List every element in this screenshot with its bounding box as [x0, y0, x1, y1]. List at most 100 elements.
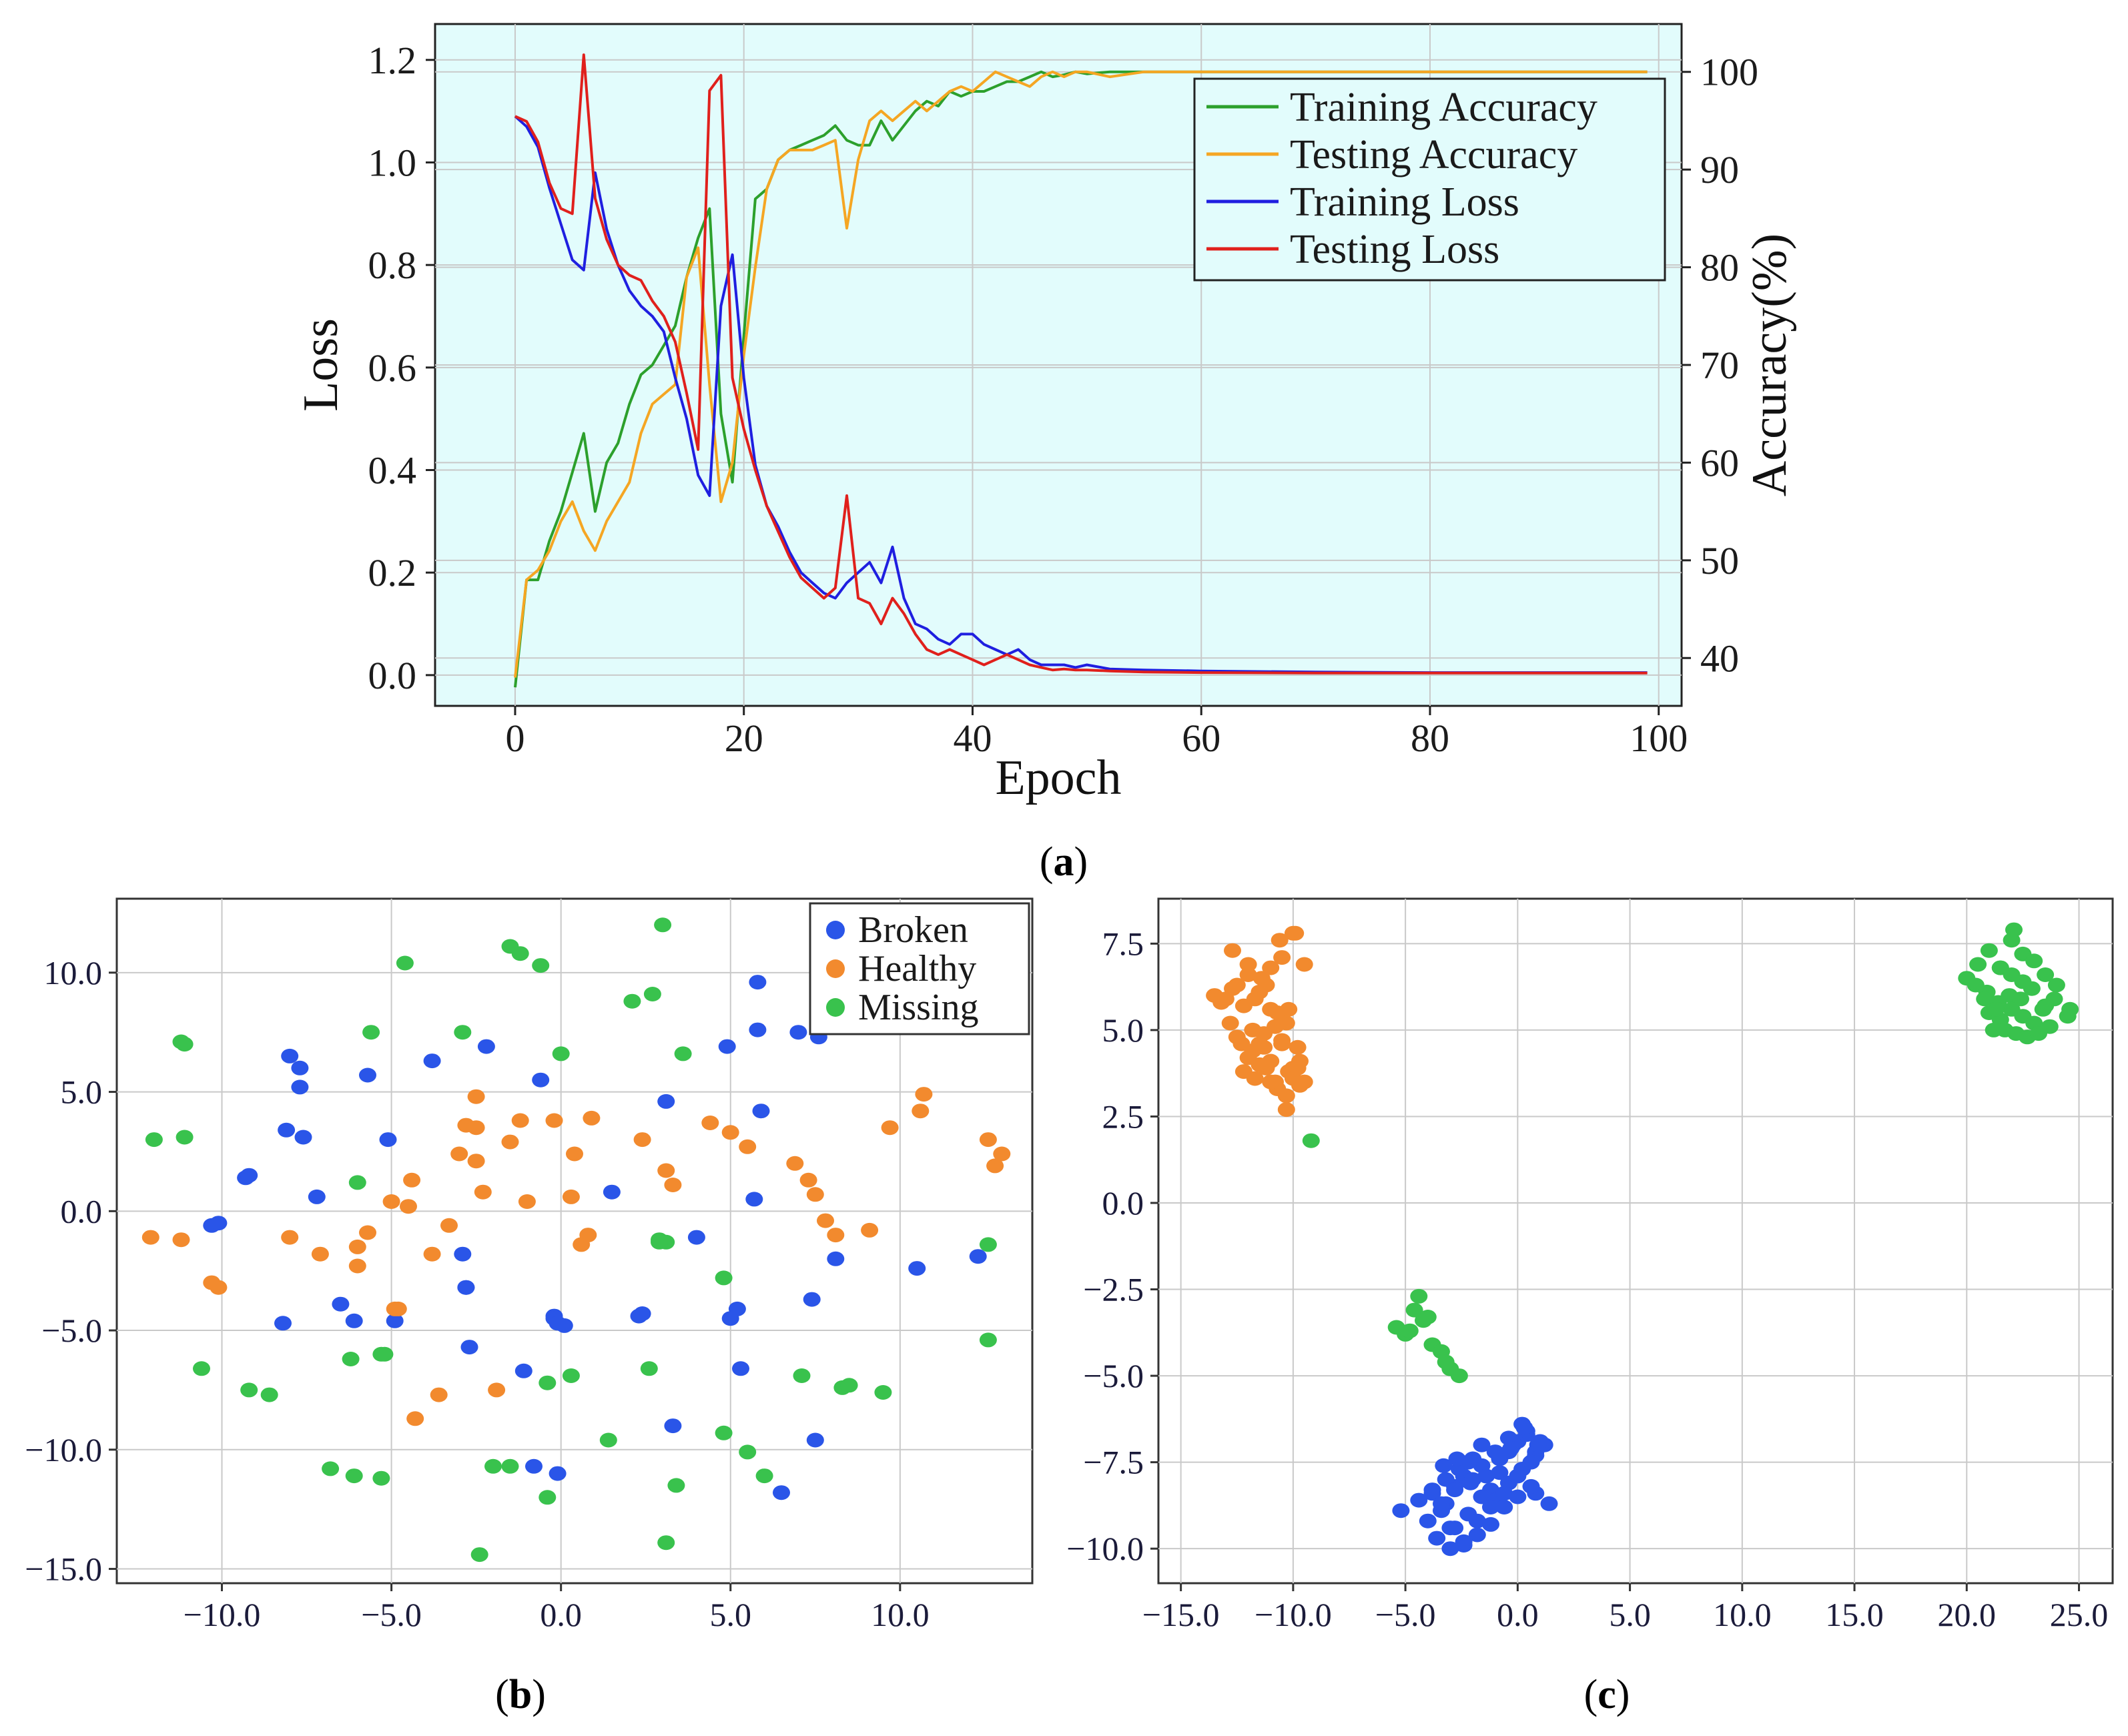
panel-b-point-broken — [657, 1094, 675, 1109]
panel-b-point-healthy — [423, 1246, 441, 1262]
panel-b-point-healthy — [450, 1146, 468, 1162]
panel-b-point-healthy — [430, 1387, 448, 1402]
panel-b-tick-label-y: 10.0 — [44, 954, 103, 991]
panel-b-points — [141, 917, 1011, 1563]
panel-b-point-broken — [687, 1230, 705, 1245]
panel-c-point-cluster-0 — [1410, 1492, 1428, 1508]
panel-b-point-missing — [348, 1175, 366, 1190]
panel-b-point-missing — [260, 1387, 278, 1402]
panel-a-legend-box — [1193, 77, 1666, 282]
legend-label-healthy: Healthy — [858, 948, 976, 989]
panel-b-point-broken — [359, 1067, 376, 1083]
panel-c-point-cluster-2 — [1419, 1310, 1437, 1324]
panel-c-tick-label-x: 5.0 — [1609, 1596, 1651, 1633]
panel-b-point-broken — [514, 1363, 533, 1378]
panel-b-point-healthy — [406, 1411, 424, 1426]
panel-b-point-healthy — [806, 1187, 824, 1202]
panel-c-point-cluster-1 — [1251, 1057, 1269, 1072]
series-line-training-accuracy — [514, 70, 1648, 688]
panel-c-point-cluster-0 — [1486, 1444, 1504, 1460]
panel-a-ylabel: Loss — [294, 318, 348, 412]
panel-c-point-cluster-0 — [1540, 1496, 1558, 1511]
panel-b-tick-label-y: −5.0 — [41, 1312, 102, 1349]
panel-c-tick-label-x: −15.0 — [1142, 1596, 1220, 1633]
panel-c-point-cluster-0 — [1392, 1503, 1410, 1518]
panel-c-point-cluster-1 — [1239, 967, 1257, 982]
panel-b-point-missing — [715, 1270, 733, 1286]
tick-label-y-left: 0.8 — [368, 244, 417, 287]
panel-b-point-broken — [827, 1251, 845, 1266]
panel-b-point-healthy — [786, 1156, 804, 1171]
tick-label-y-right: 50 — [1700, 539, 1739, 582]
panel-b-point-broken — [745, 1192, 763, 1207]
panel-c-point-cluster-0 — [1468, 1527, 1486, 1543]
panel-c-point-cluster-1 — [1255, 1026, 1273, 1041]
panel-b-point-healthy — [348, 1258, 366, 1274]
tick-label-x: 60 — [1182, 717, 1220, 760]
panel-b-point-broken — [454, 1246, 472, 1262]
panel-c-point-cluster-1 — [1277, 1015, 1295, 1031]
panel-a-legend: Training Accuracy Testing Accuracy Train… — [1193, 77, 1666, 282]
panel-c-point-cluster-2 — [1437, 1354, 1455, 1370]
panel-c-point-cluster-1 — [1224, 981, 1241, 996]
panel-c-point-cluster-2 — [2025, 953, 2043, 969]
panel-c-point-cluster-1 — [1253, 971, 1271, 986]
panel-b-grid — [117, 899, 1032, 1583]
panel-c-point-cluster-2 — [1976, 991, 1994, 1007]
tick-label-y-left: 0.2 — [368, 551, 417, 594]
panel-b-point-missing — [979, 1332, 997, 1348]
panel-b-point-missing — [657, 1535, 675, 1551]
tick-label-y-right: 90 — [1700, 148, 1739, 191]
panel-b-point-broken — [274, 1316, 292, 1331]
panel-b-point-broken — [749, 975, 767, 990]
panel-b-point-missing — [562, 1368, 580, 1383]
legend-label-training-accuracy: Training Accuracy — [1290, 85, 1598, 130]
panel-c-point-cluster-1 — [1246, 1071, 1264, 1086]
panel-c-point-cluster-0 — [1446, 1482, 1464, 1498]
panel-c-point-cluster-1 — [1262, 1001, 1280, 1017]
panel-c-point-cluster-0 — [1473, 1489, 1491, 1504]
panel-b-point-missing — [755, 1468, 773, 1484]
panel-b-point-healthy — [281, 1230, 299, 1245]
tick-label-x: 20 — [725, 717, 763, 760]
panel-b-point-missing — [511, 946, 529, 961]
panel-c-plot-area — [1157, 897, 2114, 1585]
panel-b-tick-label-y: −10.0 — [25, 1431, 102, 1468]
panel-b-tick-label-y: 0.0 — [61, 1192, 103, 1230]
panel-c-tick-label-y: −5.0 — [1083, 1357, 1144, 1394]
panel-b-ticks: −10.0 −5.0 0.0 5.0 10.0 −15.0 −10.0 −5.0 0.0 5.0 1… — [25, 954, 929, 1633]
panel-c-point-cluster-2 — [1302, 1133, 1320, 1148]
legend-marker-healthy — [826, 959, 845, 978]
tick-label-y-right: 80 — [1700, 246, 1739, 290]
panel-c-point-cluster-2 — [2012, 991, 2029, 1007]
panel-c-tick-label-y: 0.0 — [1102, 1184, 1144, 1222]
panel-b-point-missing — [345, 1468, 363, 1484]
panel-b-point-missing — [539, 1490, 557, 1505]
panel-b-point-missing — [643, 987, 661, 1001]
panel-b-point-missing — [667, 1478, 685, 1493]
panel-c-tick-label-y: −7.5 — [1083, 1444, 1144, 1481]
panel-c-point-cluster-1 — [1239, 957, 1257, 972]
panel-b-point-broken — [732, 1361, 749, 1376]
panel-b-point-broken — [423, 1053, 441, 1069]
panel-c-point-cluster-2 — [2037, 998, 2055, 1013]
panel-b-point-healthy — [511, 1113, 529, 1128]
panel-b-point-missing — [654, 917, 672, 933]
panel-b-point-missing — [874, 1385, 892, 1400]
panel-c-point-cluster-0 — [1473, 1437, 1491, 1452]
panel-b-point-healthy — [382, 1194, 400, 1209]
panel-c-ticks: −15.0 −10.0 −5.0 0.0 5.0 10.0 15.0 20.0 25.0 −10.… — [1066, 925, 2108, 1633]
panel-b-point-healthy — [403, 1172, 421, 1188]
panel-b-point-broken — [291, 1060, 309, 1075]
panel-c-point-cluster-0 — [1455, 1538, 1473, 1553]
legend-label-broken: Broken — [858, 909, 968, 951]
panel-b-point-missing — [322, 1461, 340, 1476]
legend-label-training-loss: Training Loss — [1290, 179, 1519, 225]
panel-c-point-cluster-1 — [1295, 957, 1313, 972]
panel-c-point-cluster-2 — [2059, 1009, 2077, 1024]
tick-label-y-right: 40 — [1700, 636, 1739, 680]
panel-b-point-missing — [715, 1425, 733, 1440]
panel-c-point-cluster-0 — [1515, 1420, 1533, 1435]
panel-c-point-cluster-1 — [1224, 943, 1241, 958]
panel-c-point-cluster-1 — [1273, 1036, 1291, 1051]
